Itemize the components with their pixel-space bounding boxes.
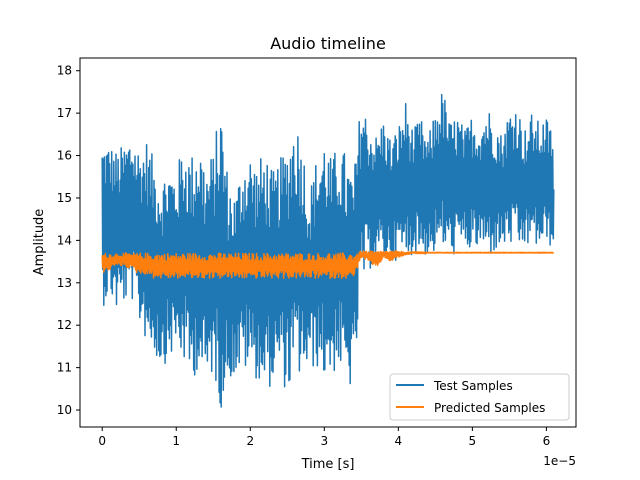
y-tick-label: 12	[57, 318, 72, 332]
axes-frame	[79, 57, 577, 428]
series-layer	[101, 93, 555, 408]
legend-label-test-samples: Test Samples	[433, 379, 513, 393]
x-tick-label: 3	[320, 434, 328, 448]
chart-title: Audio timeline	[270, 34, 386, 53]
series-line-predicted-samples	[101, 250, 555, 280]
x-tick-label: 5	[469, 434, 477, 448]
series-line-test-samples	[101, 93, 555, 408]
y-tick-label: 15	[57, 191, 72, 205]
legend: Test Samples Predicted Samples	[389, 373, 570, 421]
y-tick-label: 13	[57, 276, 72, 290]
x-tick-label: 2	[246, 434, 254, 448]
y-tick-label: 17	[57, 106, 72, 120]
x-tick-label: 4	[395, 434, 403, 448]
x-tick-label: 6	[543, 434, 551, 448]
x-tick-label: 1	[172, 434, 180, 448]
y-tick-label: 16	[57, 149, 72, 163]
x-axis-ticks: 0 1 2 3 4 5 6	[98, 427, 550, 448]
y-tick-label: 11	[57, 361, 72, 375]
y-axis-ticks: 10 11 12 13 14 15 16 17 18	[57, 64, 80, 417]
legend-box	[389, 373, 570, 421]
x-axis-label: Time [s]	[301, 457, 355, 472]
y-tick-label: 14	[57, 233, 72, 247]
y-axis-label: Amplitude	[32, 209, 47, 276]
x-tick-label: 0	[98, 434, 106, 448]
x-axis-multiplier: 1e−5	[543, 454, 576, 468]
y-tick-label: 10	[57, 403, 72, 417]
y-tick-label: 18	[57, 64, 72, 78]
legend-label-predicted-samples: Predicted Samples	[434, 401, 545, 415]
